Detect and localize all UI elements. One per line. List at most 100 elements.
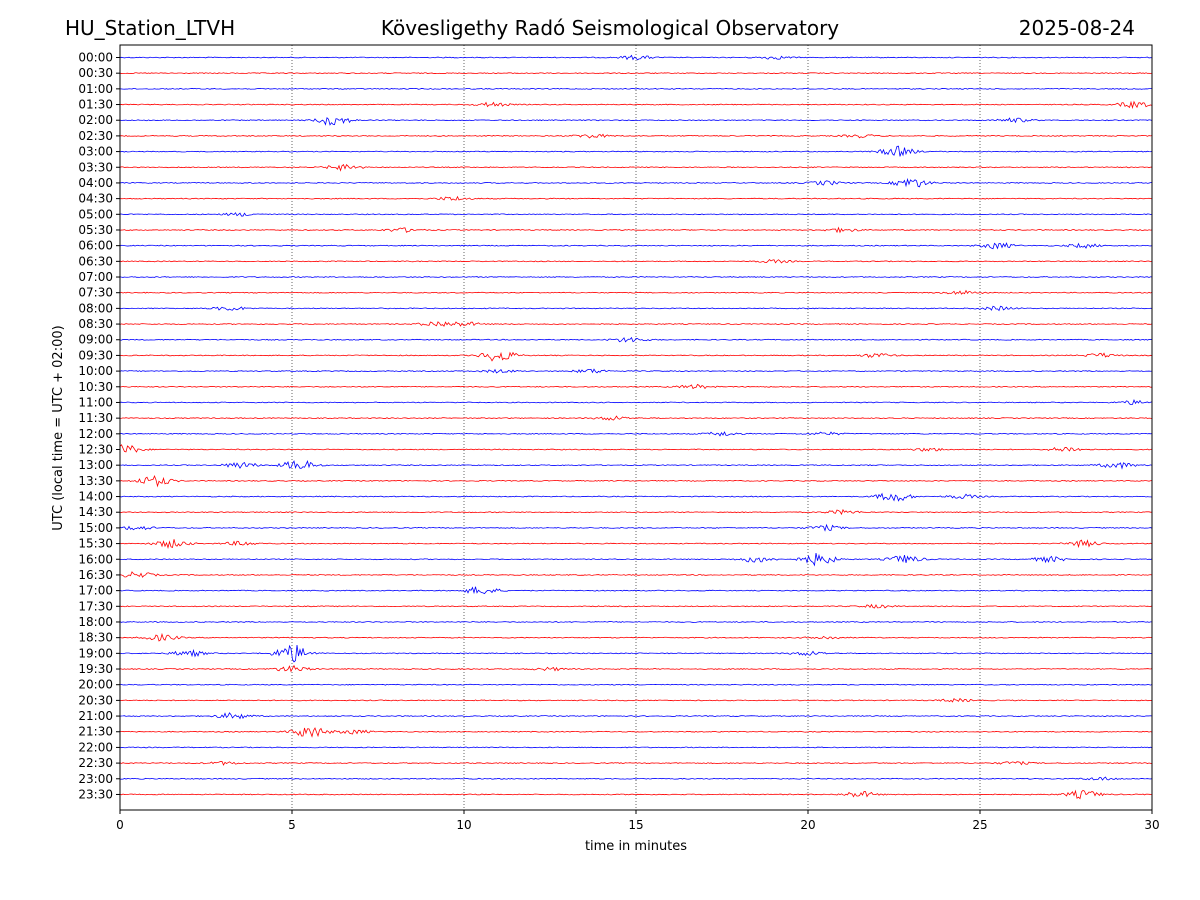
station-name: HU_Station_LTVH (65, 16, 235, 40)
chart-date: 2025-08-24 (1019, 16, 1135, 40)
x-tick-label: 30 (1144, 818, 1159, 832)
trace-2330 (119, 789, 1153, 800)
x-tick-label: 20 (800, 818, 815, 832)
trace-1100 (119, 399, 1153, 406)
trace-0800 (119, 305, 1153, 312)
y-tick-label: 04:00 (78, 176, 113, 190)
trace-1430 (119, 508, 1153, 516)
y-tick-label: 10:30 (78, 380, 113, 394)
x-tick-label: 0 (116, 818, 124, 832)
trace-2100 (119, 712, 1153, 720)
y-tick-label: 19:00 (78, 646, 113, 660)
y-tick-label: 06:30 (78, 254, 113, 268)
trace-0300 (119, 145, 1153, 157)
y-tick-label: 05:00 (78, 207, 113, 221)
trace-1500 (119, 523, 1153, 532)
y-tick-label: 08:30 (78, 317, 113, 331)
y-tick-label: 20:00 (78, 678, 113, 692)
y-tick-label: 12:00 (78, 427, 113, 441)
trace-1730 (119, 603, 1153, 609)
y-axis-label: UTC (local time = UTC + 02:00) (51, 325, 66, 530)
trace-1400 (119, 492, 1153, 502)
y-tick-label: 09:00 (78, 333, 113, 347)
trace-2230 (119, 760, 1153, 766)
x-tick-label: 10 (456, 818, 471, 832)
trace-2000 (119, 683, 1153, 686)
trace-1700 (119, 586, 1153, 595)
y-tick-label: 21:00 (78, 709, 113, 723)
y-tick-label: 12:30 (78, 443, 113, 457)
trace-0230 (119, 133, 1153, 139)
y-tick-label: 20:30 (78, 693, 113, 707)
y-tick-label: 14:30 (78, 505, 113, 519)
y-tick-label: 11:30 (78, 411, 113, 425)
y-tick-label: 16:30 (78, 568, 113, 582)
y-tick-label: 23:00 (78, 772, 113, 786)
trace-1200 (119, 431, 1153, 437)
trace-1600 (119, 552, 1153, 567)
y-tick-label: 17:00 (78, 584, 113, 598)
x-axis-label: time in minutes (585, 839, 687, 854)
trace-0500 (119, 212, 1153, 217)
trace-2300 (119, 776, 1153, 781)
y-tick-label: 14:00 (78, 490, 113, 504)
trace-0400 (119, 177, 1153, 188)
y-tick-label: 07:30 (78, 286, 113, 300)
trace-2030 (119, 697, 1153, 703)
y-tick-label: 15:00 (78, 521, 113, 535)
x-tick-label: 5 (288, 818, 296, 832)
trace-1330 (119, 475, 1153, 488)
trace-0600 (119, 242, 1153, 250)
plot-frame (119, 44, 1153, 811)
y-tick-label: 02:30 (78, 129, 113, 143)
y-tick-label: 05:30 (78, 223, 113, 237)
x-tick-labels: 0 5 10 15 20 25 30 (116, 810, 1160, 832)
y-tick-label: 06:00 (78, 239, 113, 253)
trace-1130 (119, 415, 1153, 421)
trace-0900 (119, 336, 1153, 343)
y-tick-label: 21:30 (78, 725, 113, 739)
x-tick-label: 25 (972, 818, 987, 832)
trace-0700 (119, 276, 1153, 278)
trace-0130 (119, 100, 1153, 110)
y-tick-label: 18:00 (78, 615, 113, 629)
y-tick-label: 13:00 (78, 458, 113, 472)
y-tick-label: 00:30 (78, 66, 113, 80)
y-tick-label: 00:00 (78, 51, 113, 65)
trace-0930 (119, 351, 1153, 362)
trace-1030 (119, 383, 1153, 390)
trace-0830 (119, 321, 1153, 327)
trace-1530 (119, 539, 1153, 550)
y-tick-label: 18:30 (78, 631, 113, 645)
y-tick-label: 17:30 (78, 599, 113, 613)
trace-0200 (119, 117, 1153, 126)
trace-2130 (119, 727, 1153, 738)
y-tick-label: 01:30 (78, 98, 113, 112)
y-tick-label: 03:30 (78, 160, 113, 174)
y-tick-label: 16:00 (78, 552, 113, 566)
y-tick-label: 01:00 (78, 82, 113, 96)
trace-1800 (119, 621, 1153, 623)
trace-0030 (119, 72, 1153, 75)
plot-area (120, 45, 1152, 810)
trace-2200 (119, 746, 1153, 749)
trace-0430 (119, 195, 1153, 201)
trace-0100 (119, 87, 1153, 90)
trace-1300 (119, 460, 1153, 470)
y-tick-label: 02:00 (78, 113, 113, 127)
trace-1230 (119, 444, 1153, 453)
trace-0000 (119, 54, 1153, 61)
y-tick-label: 11:00 (78, 395, 113, 409)
trace-0630 (119, 258, 1153, 264)
y-tick-label: 22:30 (78, 756, 113, 770)
trace-1630 (119, 571, 1153, 578)
x-tick-label: 15 (628, 818, 643, 832)
y-tick-label: 15:30 (78, 537, 113, 551)
trace-1000 (119, 368, 1153, 374)
y-tick-label: 10:00 (78, 364, 113, 378)
y-tick-label: 04:30 (78, 192, 113, 206)
trace-1830 (119, 632, 1153, 642)
trace-1930 (119, 664, 1153, 673)
trace-1900 (119, 644, 1153, 663)
